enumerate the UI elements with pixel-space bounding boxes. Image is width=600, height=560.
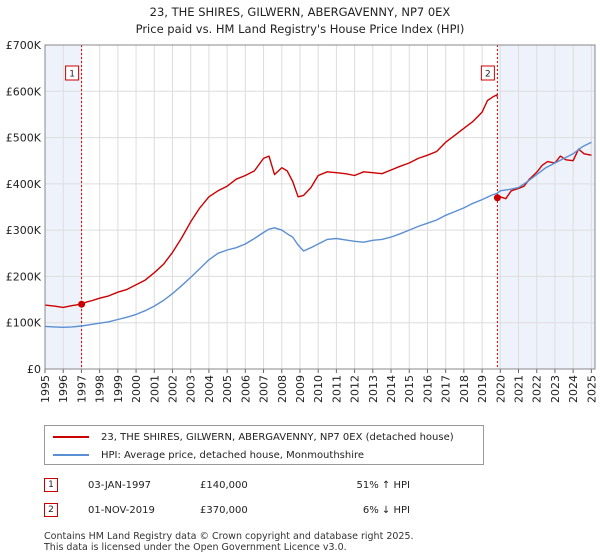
x-tick-label: 2003 — [185, 375, 198, 403]
x-tick-label: 2009 — [294, 375, 307, 403]
x-tick-label: 2023 — [549, 375, 562, 403]
x-tick-label: 2018 — [458, 375, 471, 403]
y-tick-label: £500K — [6, 132, 42, 145]
x-tick-label: 2020 — [494, 375, 507, 403]
sale-date: 01-NOV-2019 — [88, 504, 155, 516]
legend-item-property: 23, THE SHIRES, GILWERN, ABERGAVENNY, NP… — [53, 429, 454, 445]
legend-item-hpi: HPI: Average price, detached house, Monm… — [53, 447, 364, 463]
x-tick-label: 2002 — [166, 375, 179, 403]
post-sale-shade — [497, 45, 595, 369]
attribution-line-1: Contains HM Land Registry data © Crown c… — [44, 531, 414, 542]
x-tick-label: 2007 — [258, 375, 271, 403]
sale-label-box — [65, 65, 80, 81]
sales-table: 1 03-JAN-1997 £140,000 51% ↑ HPI 2 01-NO… — [44, 474, 444, 524]
legend-swatch-hpi — [53, 454, 89, 456]
price-chart: 23, THE SHIRES, GILWERN, ABERGAVENNY, NP… — [6, 5, 599, 403]
sale-label-number: 1 — [69, 70, 75, 80]
x-tick-label: 2014 — [385, 375, 398, 403]
sale-price: £370,000 — [200, 504, 248, 516]
sale-label-box — [480, 65, 495, 81]
sale-marker-badge: 2 — [44, 503, 58, 517]
x-tick-label: 2006 — [239, 375, 252, 403]
hpi-series-line — [44, 141, 592, 328]
x-tick-label: 2025 — [585, 375, 598, 403]
sale-row: 1 03-JAN-1997 £140,000 51% ↑ HPI — [44, 474, 444, 496]
sale-date: 03-JAN-1997 — [88, 479, 152, 491]
x-tick-label: 2019 — [476, 375, 489, 403]
y-tick-label: £700K — [6, 39, 42, 52]
y-tick-label: £400K — [6, 178, 42, 191]
plot-frame — [44, 44, 596, 370]
price-series-line — [44, 94, 499, 309]
sale-point — [78, 300, 86, 308]
y-tick-label: £100K — [6, 317, 42, 330]
chart-subtitle: Price paid vs. HM Land Registry's House … — [136, 22, 465, 36]
attribution-line-2: This data is licensed under the Open Gov… — [44, 542, 347, 553]
x-tick-label: 2000 — [130, 375, 143, 403]
x-tick-label: 2024 — [567, 375, 580, 403]
sale-marker-badge: 1 — [44, 478, 58, 492]
x-tick-label: 2010 — [312, 375, 325, 403]
legend-swatch-property — [53, 436, 89, 438]
x-tick-label: 2012 — [349, 375, 362, 403]
x-tick-label: 2016 — [421, 375, 434, 403]
sale-hpi-diff: 6% ↓ HPI — [362, 504, 410, 516]
attribution-footer: Contains HM Land Registry data © Crown c… — [44, 531, 584, 553]
legend-label-hpi: HPI: Average price, detached house, Monm… — [101, 449, 365, 461]
x-tick-label: 2013 — [367, 375, 380, 403]
x-tick-label: 2011 — [330, 375, 343, 403]
sale-point — [493, 194, 501, 202]
x-tick-label: 2022 — [531, 375, 544, 403]
y-tick-label: £600K — [6, 85, 42, 98]
x-tick-label: 2021 — [513, 375, 526, 403]
y-tick-label: £200K — [6, 270, 42, 283]
x-tick-label: 2004 — [203, 375, 216, 403]
chart-title: 23, THE SHIRES, GILWERN, ABERGAVENNY, NP… — [150, 5, 451, 19]
sale-price: £140,000 — [200, 479, 248, 491]
price-series-line — [497, 148, 592, 200]
sale-hpi-diff: 51% ↑ HPI — [356, 479, 410, 491]
x-tick-label: 2005 — [221, 375, 234, 403]
x-tick-label: 1997 — [75, 375, 88, 403]
x-tick-label: 1999 — [112, 375, 125, 403]
x-tick-label: 1996 — [57, 375, 70, 403]
x-tick-label: 2001 — [148, 375, 161, 403]
sale-label-number: 2 — [485, 70, 491, 80]
legend-label-property: 23, THE SHIRES, GILWERN, ABERGAVENNY, NP… — [101, 431, 454, 443]
x-tick-label: 2015 — [403, 375, 416, 403]
x-tick-label: 2008 — [276, 375, 289, 403]
y-tick-label: £300K — [6, 224, 42, 237]
sale-row: 2 01-NOV-2019 £370,000 6% ↓ HPI — [44, 499, 444, 521]
x-tick-label: 1998 — [94, 375, 107, 403]
chart-legend: 23, THE SHIRES, GILWERN, ABERGAVENNY, NP… — [44, 425, 484, 465]
x-tick-label: 2017 — [440, 375, 453, 403]
x-tick-label: 1995 — [39, 375, 52, 403]
y-tick-label: £0 — [27, 363, 41, 376]
